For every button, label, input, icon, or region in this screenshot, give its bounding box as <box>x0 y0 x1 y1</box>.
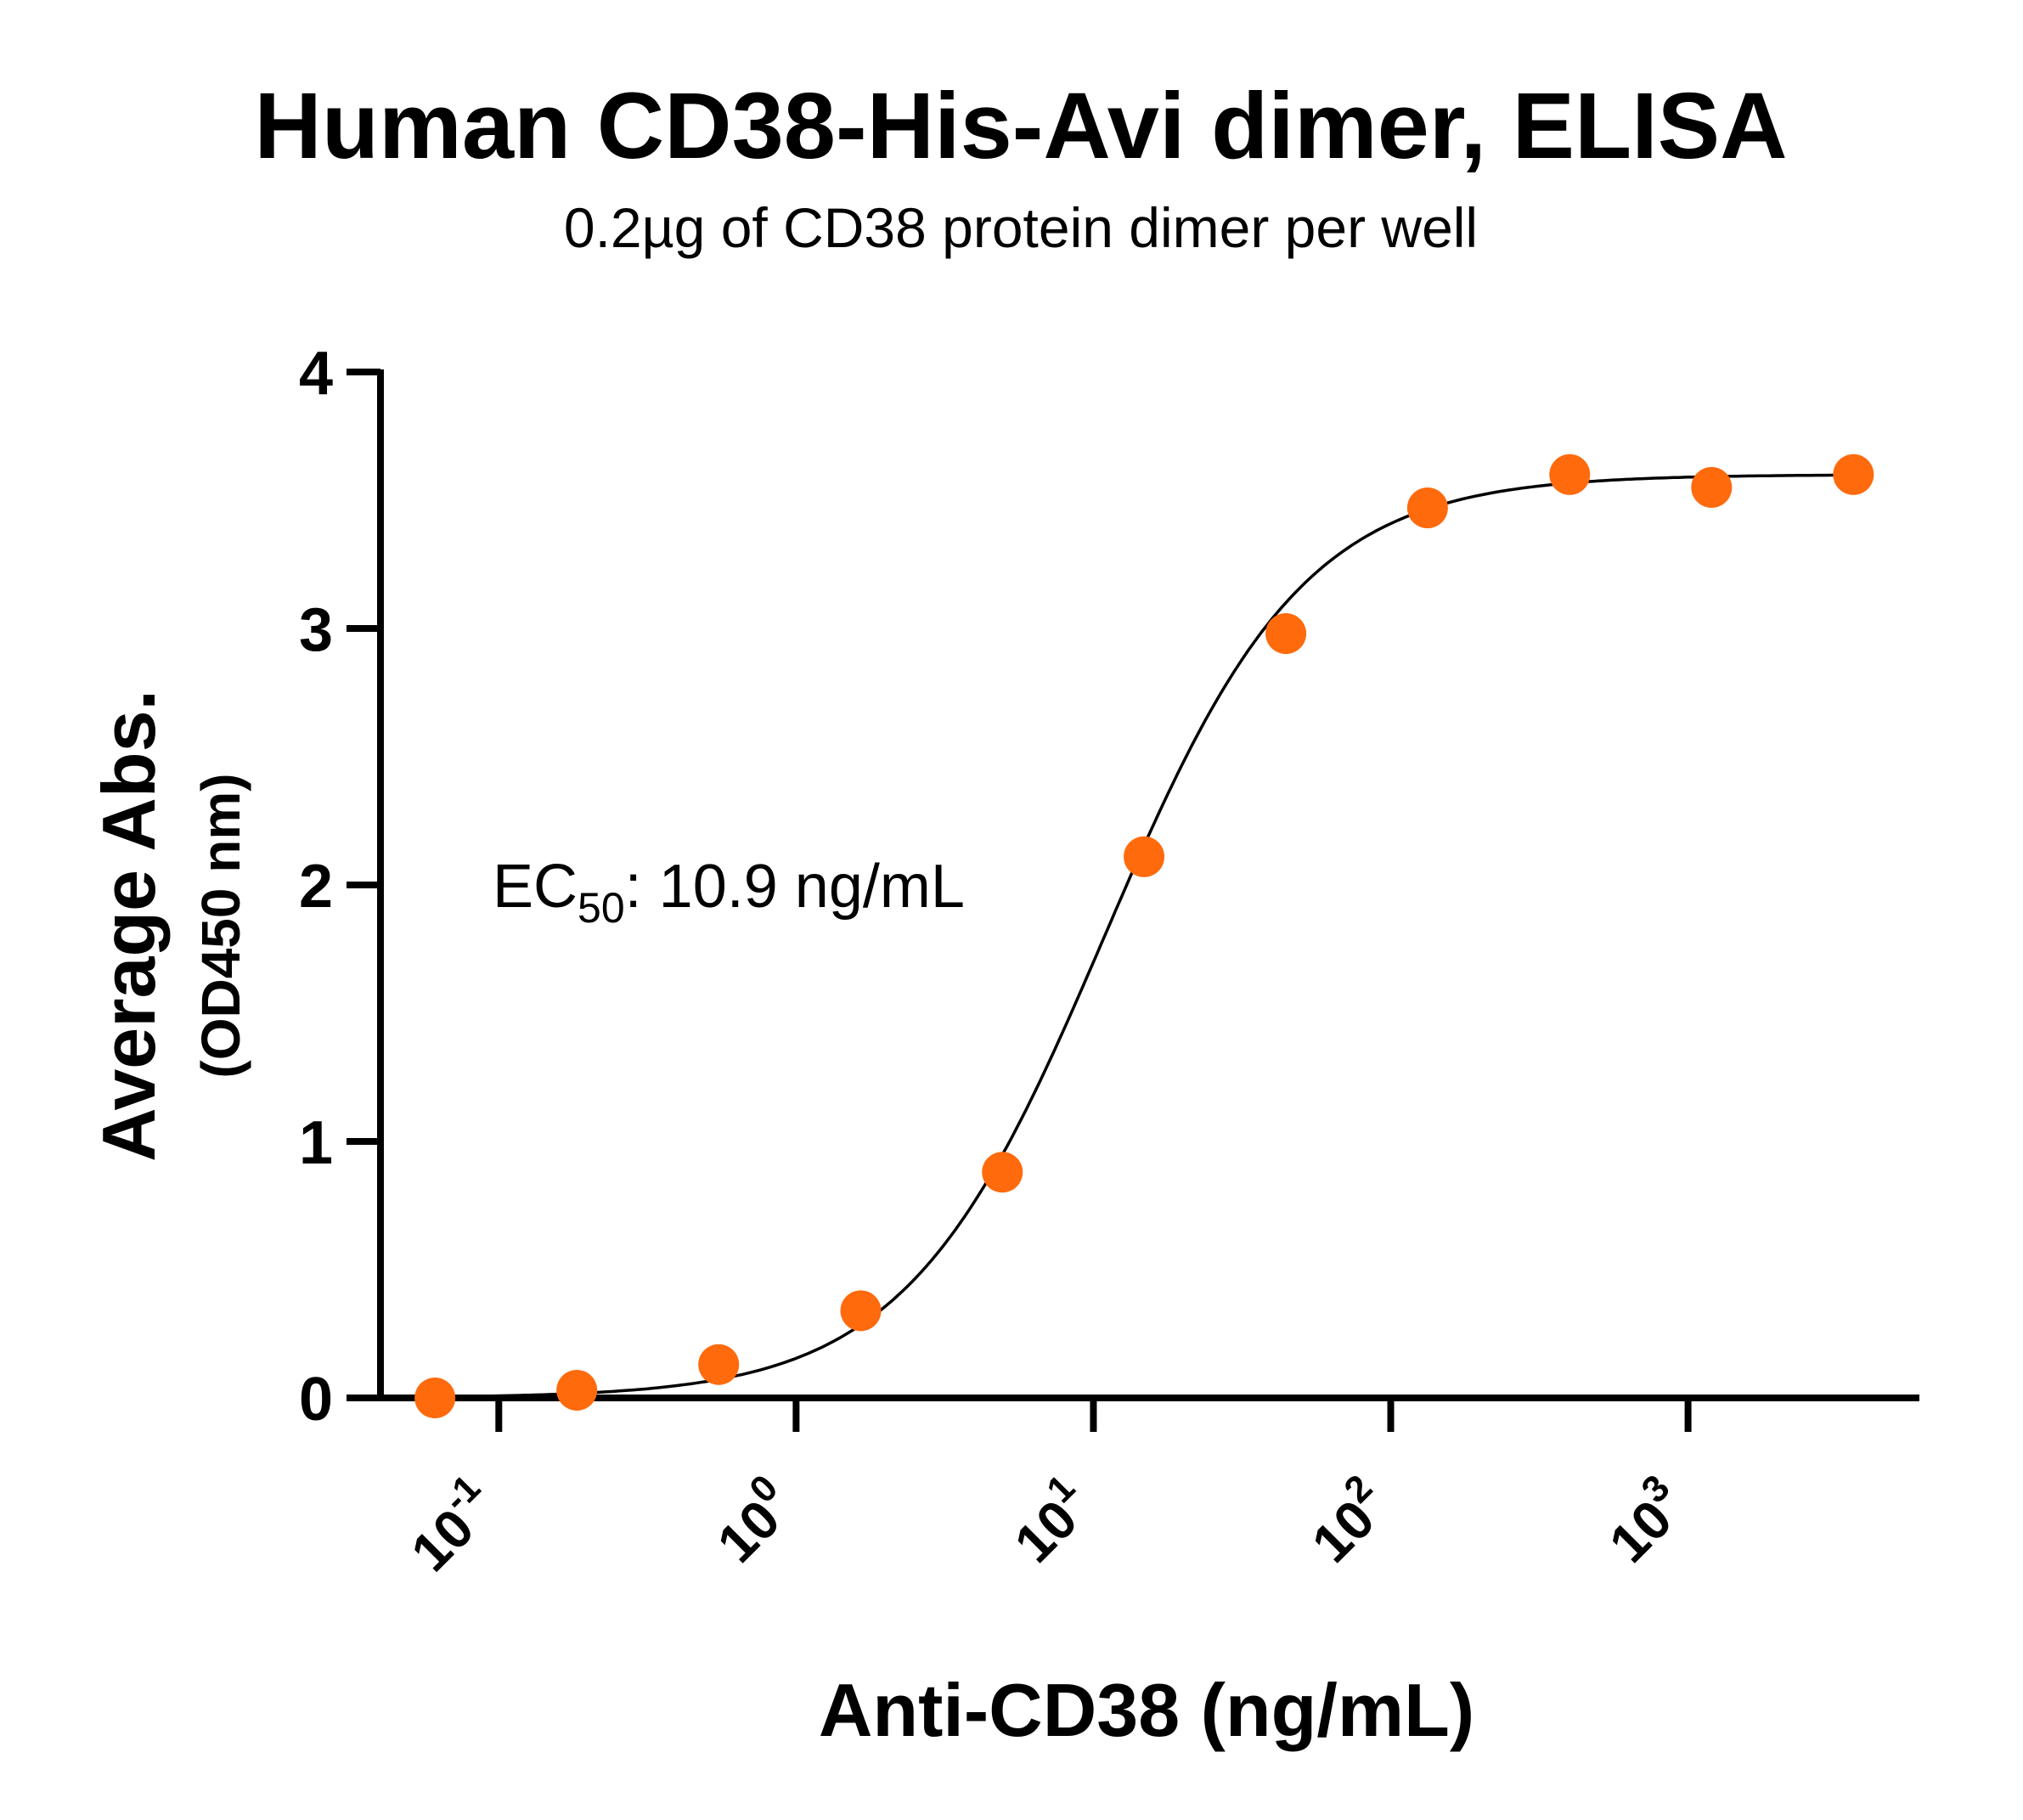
ec50-subscript: 50 <box>578 884 625 932</box>
data-point <box>556 1369 598 1411</box>
y-tick-label: 1 <box>299 1109 333 1177</box>
data-point <box>1124 836 1165 877</box>
x-tick-label: 100 <box>699 1467 806 1574</box>
y-tick-label: 0 <box>299 1366 333 1434</box>
x-tick-label: 10-1 <box>393 1467 510 1583</box>
ec50-prefix: EC <box>493 853 578 921</box>
x-tick-label: 103 <box>1591 1467 1698 1574</box>
y-tick-label: 4 <box>299 340 333 408</box>
y-tick-labels: 0 1 2 3 4 <box>299 340 333 1434</box>
ec50-value: : 10.9 ng/mL <box>625 853 965 921</box>
data-point <box>1833 454 1874 495</box>
data-point <box>982 1152 1023 1193</box>
x-axis-title: Anti-CD38 (ng/mL) <box>819 1668 1474 1752</box>
fit-curve-layer <box>435 473 1854 1399</box>
y-tick-label: 3 <box>299 596 333 664</box>
data-point <box>698 1344 740 1385</box>
data-point <box>1265 613 1307 655</box>
x-tick-labels: 10-1 100 101 102 103 <box>393 1467 1698 1583</box>
y-axis-subtitle: (OD450 nm) <box>190 773 251 1078</box>
data-point <box>1549 454 1591 495</box>
y-tick-label: 2 <box>299 853 333 921</box>
data-points-layer <box>414 454 1874 1418</box>
data-point <box>1691 466 1733 508</box>
data-point <box>840 1290 882 1332</box>
x-tick-label: 102 <box>1293 1467 1400 1574</box>
fit-curve-line <box>435 473 1854 1399</box>
data-point <box>1406 487 1448 529</box>
chart-subtitle: 0.2µg of CD38 protein dimer per well <box>563 196 1479 259</box>
x-tick-label: 101 <box>996 1467 1103 1574</box>
axes <box>347 369 1919 1432</box>
y-axis-title: Average Abs. <box>87 690 171 1162</box>
chart-title: Human CD38-His-Avi dimer, ELISA <box>254 74 1788 178</box>
ec50-annotation: EC50: 10.9 ng/mL <box>493 853 965 932</box>
data-point <box>414 1378 456 1418</box>
